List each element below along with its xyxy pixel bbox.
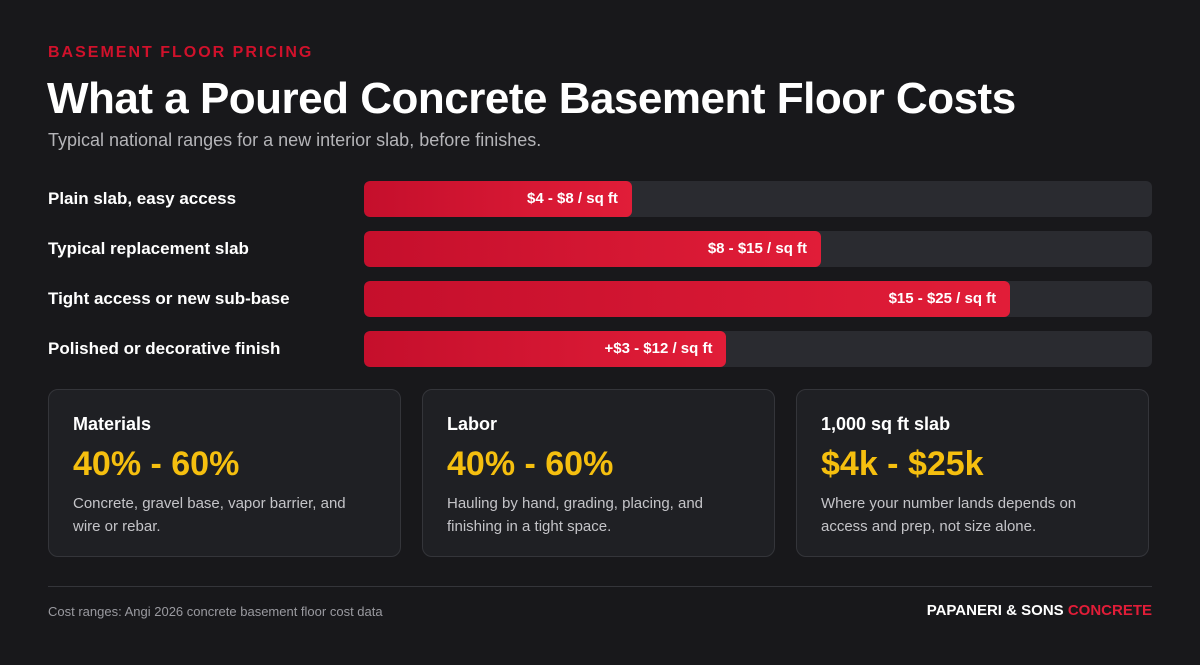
card-heading: Materials [73, 414, 152, 434]
subtitle: Typical national ranges for a new interi… [48, 130, 542, 150]
row-label: Polished or decorative finish [48, 339, 281, 358]
card-value: $4k - $25k [821, 445, 984, 483]
eyebrow: BASEMENT FLOOR PRICING [48, 44, 314, 61]
card-description: Where your number lands depends on acces… [821, 495, 1077, 535]
bar-track: $8 - $15 / sq ft [364, 231, 1152, 267]
title: What a Poured Concrete Basement Floor Co… [47, 74, 1016, 123]
bar-track: $4 - $8 / sq ft [364, 181, 1152, 217]
stat-card: Materials 40% - 60% Concrete, gravel base,… [48, 389, 401, 557]
card-heading: 1,000 sq ft slab [821, 414, 951, 434]
stat-card: Labor 40% - 60% Hauling by hand, grading, … [422, 389, 775, 557]
row-label: Plain slab, easy access [48, 189, 237, 208]
bar-label: +$3 - $12 / sq ft [604, 340, 713, 357]
card-heading: Labor [447, 414, 498, 434]
source-note: Cost ranges: Angi 2026 concrete basement… [48, 604, 383, 619]
bar-label: $4 - $8 / sq ft [527, 190, 618, 207]
bar-track: +$3 - $12 / sq ft [364, 331, 1152, 367]
row-label: Typical replacement slab [48, 239, 249, 258]
bar: $4 - $8 / sq ft [364, 181, 632, 217]
card-description: Concrete, gravel base, vapor barrier, an… [73, 495, 346, 535]
bar: +$3 - $12 / sq ft [364, 331, 727, 367]
card-description: Hauling by hand, grading, placing, and f… [447, 495, 704, 535]
bar: $15 - $25 / sq ft [364, 281, 1011, 317]
bar: $8 - $15 / sq ft [364, 231, 822, 267]
brand-name: PAPANERI & SONS [926, 602, 1064, 619]
card-value: 40% - 60% [447, 445, 614, 483]
bar-label: $8 - $15 / sq ft [707, 240, 808, 257]
brand-accent: CONCRETE [1067, 602, 1152, 619]
bar-label: $15 - $25 / sq ft [888, 290, 997, 307]
divider [48, 586, 1152, 587]
bar-track: $15 - $25 / sq ft [364, 281, 1152, 317]
stat-card: 1,000 sq ft slab $4k - $25k Where your num… [796, 389, 1149, 557]
brand: PAPANERI & SONS CONCRETE [927, 602, 1152, 619]
card-value: 40% - 60% [73, 445, 240, 483]
row-label: Tight access or new sub-base [48, 289, 290, 308]
